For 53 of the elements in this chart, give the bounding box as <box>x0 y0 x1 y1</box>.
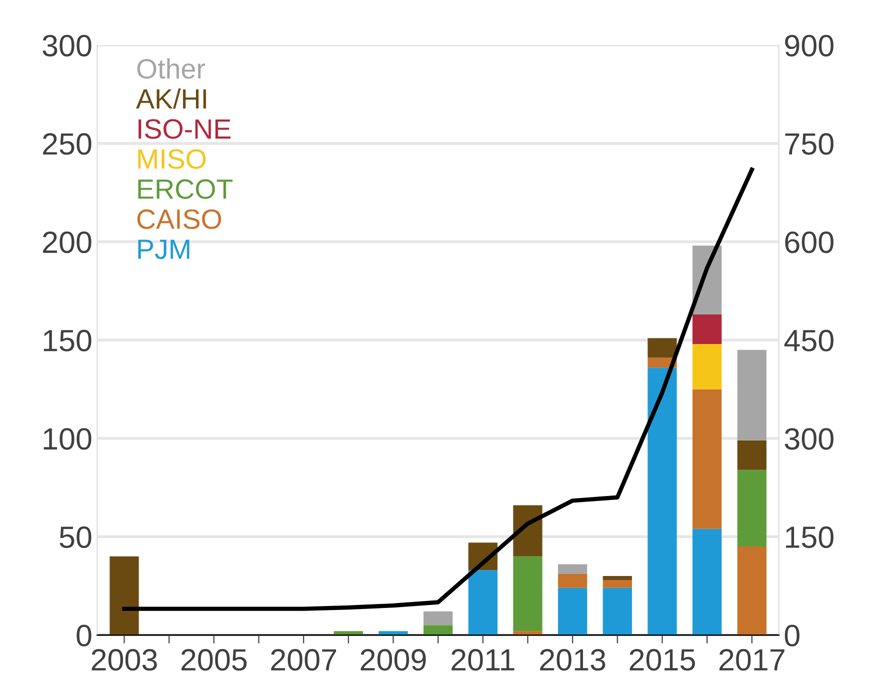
bar <box>558 564 588 574</box>
y2-tick-label: 600 <box>785 231 834 254</box>
bar <box>558 588 588 636</box>
line-series <box>122 168 754 611</box>
bar <box>378 631 408 636</box>
x-tick-label: 2017 <box>719 649 784 671</box>
bar <box>648 338 677 358</box>
x-tick-label: 2007 <box>271 649 336 671</box>
bar <box>692 314 722 344</box>
bar <box>737 470 766 547</box>
bar <box>110 556 139 636</box>
bar <box>737 546 766 636</box>
bar <box>692 528 722 636</box>
bar <box>737 440 766 470</box>
y2-tick-label: 900 <box>785 34 834 56</box>
text: ISO-NE <box>138 119 230 139</box>
y-tick-label: 200 <box>43 231 92 254</box>
bar <box>513 631 542 636</box>
bar <box>602 588 632 636</box>
y-tick-label: 250 <box>43 133 92 155</box>
y-tick-label: 100 <box>44 428 92 450</box>
y-tick-label: 150 <box>44 330 92 352</box>
y2-tick-label: 150 <box>786 526 834 548</box>
x-tick-label: 2011 <box>452 649 514 671</box>
text: ERCOT <box>138 179 233 199</box>
x-tick-label: 2015 <box>630 649 695 671</box>
x-tick-label: 2005 <box>181 649 247 671</box>
text: CAISO <box>137 209 222 230</box>
x-tick-label: 2013 <box>540 649 606 671</box>
x-tick-label: 2009 <box>360 649 426 671</box>
text: PJM <box>138 240 190 260</box>
bar <box>602 576 632 580</box>
y-tick-label: 50 <box>60 526 92 548</box>
y2-tick-label: 0 <box>784 624 800 646</box>
bar <box>558 574 588 588</box>
bar <box>737 350 766 440</box>
y-tick-label: 0 <box>76 624 92 646</box>
bar <box>648 368 677 636</box>
text: MISO <box>138 149 206 169</box>
bar <box>602 580 632 588</box>
bar <box>692 389 722 529</box>
y-tick-label: 300 <box>42 34 92 56</box>
y2-tick-label: 300 <box>784 428 834 450</box>
text: AK/HI <box>136 88 206 109</box>
x-tick-label: 2003 <box>92 649 157 671</box>
bar <box>513 556 542 632</box>
bar <box>692 344 722 390</box>
bar <box>424 625 453 636</box>
text: Other <box>137 58 205 79</box>
bar <box>468 570 498 636</box>
bar <box>424 611 453 626</box>
y2-tick-label: 750 <box>785 133 834 155</box>
y2-tick-label: 450 <box>784 330 834 352</box>
